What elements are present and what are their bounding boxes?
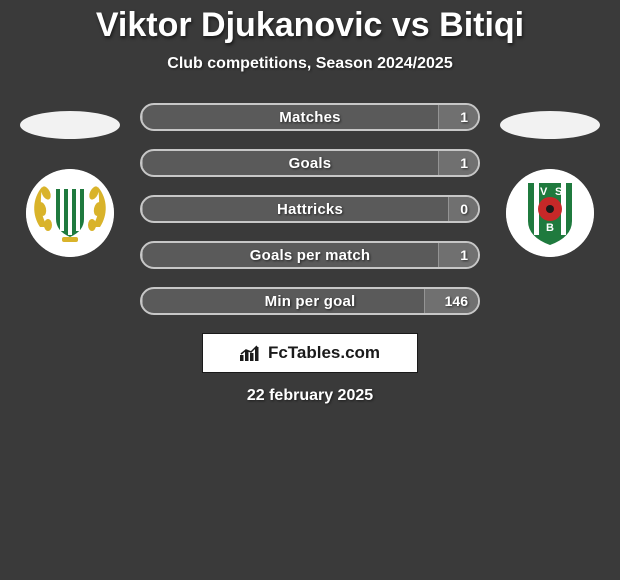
stat-label: Matches — [142, 105, 478, 129]
brand-box[interactable]: FcTables.com — [202, 333, 418, 373]
stat-value-right: 146 — [445, 289, 468, 313]
stat-bar: Matches1 — [140, 103, 480, 131]
brand-label: FcTables.com — [268, 343, 380, 363]
subtitle: Club competitions, Season 2024/2025 — [0, 55, 620, 73]
svg-text:V: V — [540, 186, 548, 198]
left-player-col — [20, 103, 120, 257]
left-club-badge — [26, 169, 114, 257]
stat-value-right: 1 — [460, 151, 468, 175]
svg-text:B: B — [546, 222, 554, 234]
stat-label: Goals per match — [142, 243, 478, 267]
stat-label: Min per goal — [142, 289, 478, 313]
stat-bar: Hattricks0 — [140, 195, 480, 223]
stat-bar: Goals per match1 — [140, 241, 480, 269]
stat-bar: Min per goal146 — [140, 287, 480, 315]
stat-value-right: 1 — [460, 105, 468, 129]
stat-value-right: 1 — [460, 243, 468, 267]
main-row: Matches1Goals1Hattricks0Goals per match1… — [0, 103, 620, 315]
comparison-card: Viktor Djukanovic vs Bitiqi Club competi… — [0, 0, 620, 405]
stat-bar: Goals1 — [140, 149, 480, 177]
bars-chart-icon — [240, 344, 262, 362]
right-player-col: V B S — [500, 103, 600, 257]
right-club-badge: V B S — [506, 169, 594, 257]
stat-bars: Matches1Goals1Hattricks0Goals per match1… — [140, 103, 480, 315]
stat-value-right: 0 — [460, 197, 468, 221]
varbergs-badge-icon: V B S — [506, 169, 594, 257]
left-avatar-placeholder — [20, 111, 120, 139]
stat-label: Hattricks — [142, 197, 478, 221]
date-line: 22 february 2025 — [0, 387, 620, 405]
svg-text:S: S — [555, 186, 562, 198]
right-avatar-placeholder — [500, 111, 600, 139]
hammarby-badge-icon — [26, 169, 114, 257]
page-title: Viktor Djukanovic vs Bitiqi — [0, 6, 620, 45]
stat-label: Goals — [142, 151, 478, 175]
